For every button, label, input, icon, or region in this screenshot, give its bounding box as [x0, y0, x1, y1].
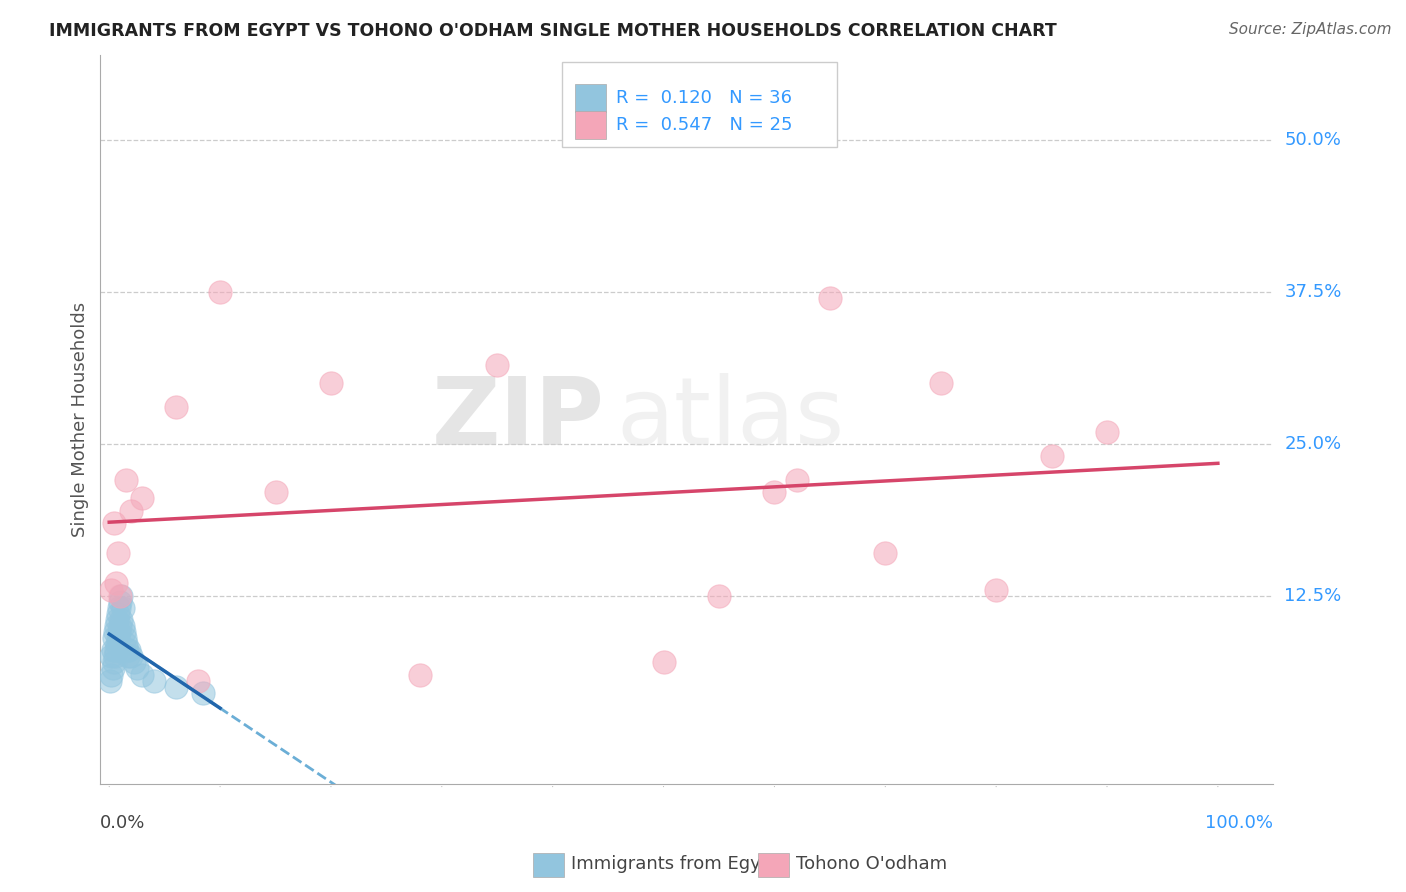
- Y-axis label: Single Mother Households: Single Mother Households: [72, 301, 89, 537]
- Point: [929, 376, 952, 390]
- Point: [120, 503, 142, 517]
- Point: [193, 686, 215, 700]
- Point: [108, 625, 131, 640]
- Point: [486, 358, 509, 372]
- Point: [103, 516, 125, 530]
- Point: [142, 673, 165, 688]
- Point: [104, 619, 127, 633]
- Point: [131, 491, 153, 506]
- Point: [111, 600, 134, 615]
- Point: [107, 546, 129, 560]
- Point: [122, 656, 145, 670]
- Point: [115, 637, 138, 651]
- Point: [98, 673, 121, 688]
- Text: Immigrants from Egypt: Immigrants from Egypt: [571, 855, 779, 873]
- Point: [100, 582, 122, 597]
- Point: [107, 607, 129, 621]
- Point: [984, 582, 1007, 597]
- Text: 37.5%: 37.5%: [1285, 283, 1341, 301]
- Point: [875, 546, 897, 560]
- Point: [100, 667, 122, 681]
- Point: [110, 613, 132, 627]
- Point: [131, 667, 153, 681]
- Point: [786, 473, 808, 487]
- Text: 25.0%: 25.0%: [1285, 434, 1341, 453]
- Point: [408, 667, 430, 681]
- Point: [652, 656, 675, 670]
- Point: [104, 576, 127, 591]
- Point: [108, 600, 131, 615]
- Point: [1040, 449, 1063, 463]
- Point: [165, 401, 187, 415]
- Point: [187, 673, 209, 688]
- Point: [105, 613, 128, 627]
- Text: Tohono O'odham: Tohono O'odham: [796, 855, 946, 873]
- Point: [104, 643, 127, 657]
- Point: [103, 631, 125, 645]
- Point: [319, 376, 342, 390]
- Text: R =  0.120   N = 36: R = 0.120 N = 36: [616, 89, 792, 107]
- Point: [111, 619, 134, 633]
- Point: [110, 589, 132, 603]
- Point: [115, 473, 138, 487]
- Point: [264, 485, 287, 500]
- Point: [707, 589, 730, 603]
- Text: 0.0%: 0.0%: [100, 814, 146, 832]
- Text: 50.0%: 50.0%: [1285, 131, 1341, 149]
- Text: 12.5%: 12.5%: [1285, 587, 1341, 605]
- Point: [105, 637, 128, 651]
- Point: [110, 589, 132, 603]
- Text: atlas: atlas: [616, 374, 845, 466]
- Point: [107, 631, 129, 645]
- Point: [115, 643, 138, 657]
- Point: [209, 285, 232, 299]
- Text: Source: ZipAtlas.com: Source: ZipAtlas.com: [1229, 22, 1392, 37]
- Point: [165, 680, 187, 694]
- Point: [103, 656, 125, 670]
- Point: [110, 595, 132, 609]
- Text: IMMIGRANTS FROM EGYPT VS TOHONO O'ODHAM SINGLE MOTHER HOUSEHOLDS CORRELATION CHA: IMMIGRANTS FROM EGYPT VS TOHONO O'ODHAM …: [49, 22, 1057, 40]
- Point: [101, 643, 124, 657]
- Text: 100.0%: 100.0%: [1205, 814, 1274, 832]
- Point: [112, 625, 135, 640]
- Point: [120, 649, 142, 664]
- Point: [100, 649, 122, 664]
- Point: [101, 661, 124, 675]
- Point: [104, 649, 127, 664]
- Text: ZIP: ZIP: [432, 374, 605, 466]
- Point: [1095, 425, 1118, 439]
- Point: [117, 649, 139, 664]
- Point: [125, 661, 148, 675]
- Point: [110, 619, 132, 633]
- Point: [114, 631, 136, 645]
- Point: [818, 291, 841, 305]
- Point: [118, 643, 141, 657]
- Point: [104, 625, 127, 640]
- Text: R =  0.547   N = 25: R = 0.547 N = 25: [616, 116, 793, 134]
- Point: [763, 485, 786, 500]
